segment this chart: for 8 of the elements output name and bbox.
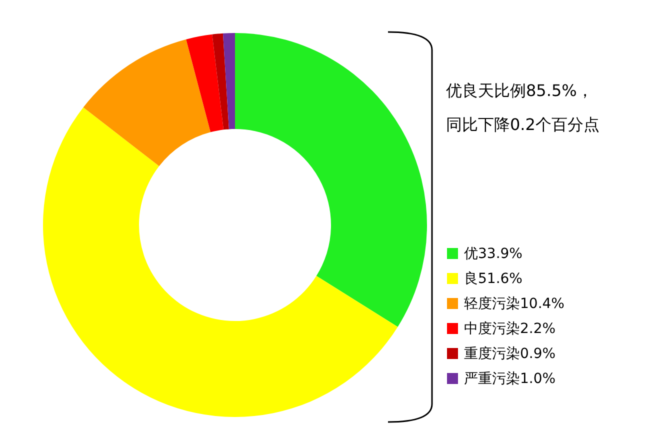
legend-label: 良51.6% [464,270,522,288]
legend-label: 中度污染2.2% [464,320,556,338]
text: 优良天比例85.5%， [446,80,594,102]
legend-label: 轻度污染10.4% [464,294,564,312]
legend-label: 严重污染1.0% [464,370,556,388]
legend-label: 优33.9% [464,244,522,262]
legend-label: 重度污染0.9% [464,344,556,362]
text: 同比下降0.2个百分点 [446,114,600,136]
